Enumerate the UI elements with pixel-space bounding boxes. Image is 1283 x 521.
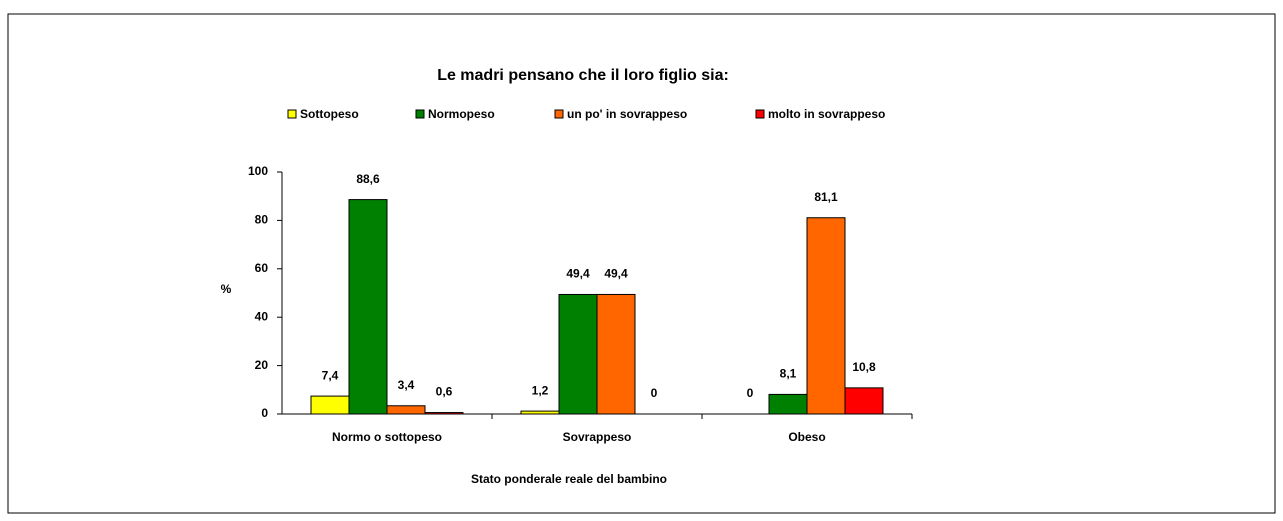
x-tick-label: Normo o sottopeso [332,430,442,444]
bar [768,393,808,415]
y-tick-label: 80 [255,213,269,227]
bar [844,387,884,415]
bar [806,217,846,415]
bar [310,395,350,415]
value-label: 49,4 [604,267,628,281]
legend-label: Normopeso [428,107,495,121]
x-tick-label: Obeso [788,430,825,444]
value-label: 7,4 [322,368,339,382]
legend-swatch [755,109,765,119]
legend: Sottopeso Normopeso un po' in sovrappeso mo… [287,107,885,121]
value-label: 0,6 [436,385,453,399]
y-axis-title: % [221,282,232,296]
x-axis-title: Stato ponderale reale del bambino [471,472,667,486]
value-label: 49,4 [566,267,590,281]
legend-label: molto in sovrappeso [768,107,885,121]
value-label: 0 [651,386,658,400]
legend-label: Sottopeso [300,107,359,121]
value-label: 8,1 [780,367,797,381]
value-label: 10,8 [852,360,876,374]
legend-swatch [415,109,425,119]
legend-swatch [287,109,297,119]
bar [558,293,598,415]
value-label: 0 [747,386,754,400]
value-label: 81,1 [814,190,838,204]
bar [424,412,464,415]
y-tick-label: 0 [261,406,268,420]
x-tick-label: Sovrappeso [563,430,632,444]
value-label: 88,6 [356,172,380,186]
value-label: 1,2 [532,383,549,397]
frame [7,13,1276,514]
y-tick-label: 40 [255,309,269,323]
y-tick-label: 60 [255,261,269,275]
y-tick-label: 20 [255,358,269,372]
bar [348,199,388,415]
legend-label: un po' in sovrappeso [567,107,687,121]
chart-title: Le madri pensano che il loro figlio sia: [437,67,729,84]
value-label: 3,4 [398,378,415,392]
legend-swatch [554,109,564,119]
bar [386,405,426,415]
bar [596,293,636,415]
bar [520,410,560,415]
y-tick-label: 100 [248,164,268,178]
